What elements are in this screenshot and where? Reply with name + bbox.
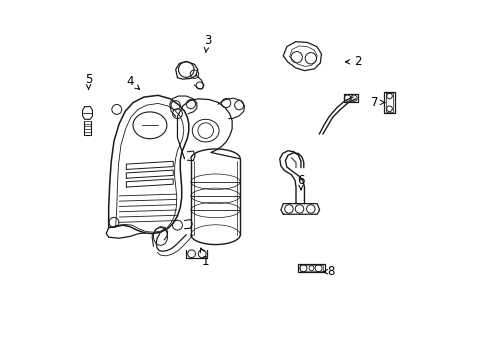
Text: 6: 6: [297, 174, 304, 190]
Text: 5: 5: [85, 73, 92, 89]
Text: 1: 1: [200, 248, 209, 267]
Text: 3: 3: [203, 34, 211, 53]
Text: 8: 8: [323, 265, 334, 278]
Text: 4: 4: [126, 75, 139, 89]
Text: 7: 7: [370, 96, 384, 109]
Text: 2: 2: [345, 55, 361, 68]
